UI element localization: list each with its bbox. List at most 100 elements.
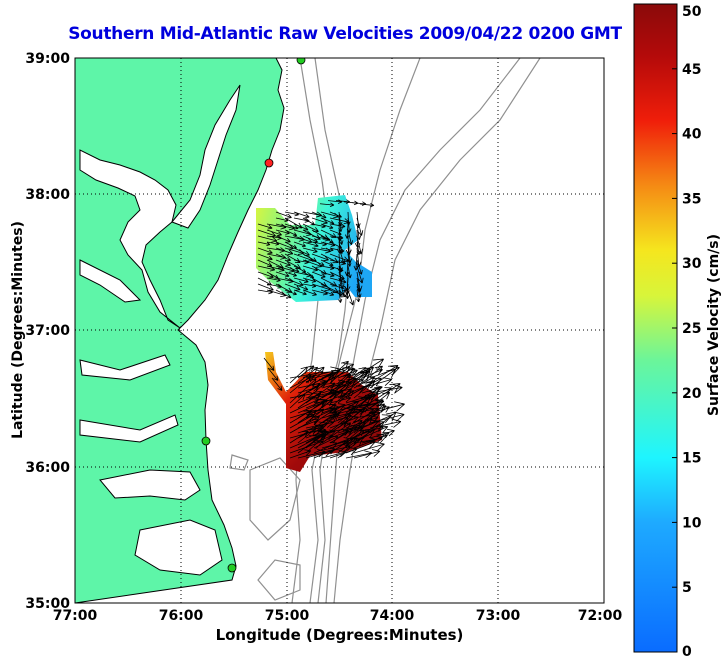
- colorbar-tick-label: 5: [682, 580, 692, 596]
- velocity-arrow: [289, 374, 316, 389]
- velocity-arrow: [302, 271, 315, 279]
- velocity-arrow: [305, 408, 325, 424]
- velocity-arrow: [284, 223, 299, 230]
- velocity-arrow: [289, 430, 309, 444]
- velocity-arrow: [267, 367, 279, 381]
- colorbar-tick-label: 25: [682, 321, 701, 337]
- radar-site-marker: [201, 436, 211, 446]
- velocity-arrow: [313, 399, 334, 414]
- velocity-arrow: [284, 253, 301, 263]
- velocity-arrow: [359, 202, 375, 208]
- velocity-arrow: [369, 428, 395, 439]
- velocity-arrow: [289, 410, 312, 424]
- velocity-arrow: [289, 366, 309, 384]
- x-tick-label: 72:00: [578, 608, 623, 624]
- velocity-arrow: [369, 368, 396, 389]
- y-tick-label: 35:00: [25, 596, 70, 612]
- x-axis: 77:00 76:00 75:00 74:00 73:00 72:00: [53, 608, 623, 624]
- velocity-arrow: [313, 448, 336, 459]
- velocity-arrow: [275, 259, 291, 267]
- river-3: [79, 414, 179, 443]
- velocity-arrow: [275, 271, 290, 278]
- velocity-arrow: [338, 289, 343, 303]
- x-tick-label: 74:00: [370, 608, 415, 624]
- colorbar: [633, 3, 678, 653]
- pamlico-sound: [134, 519, 223, 576]
- map-frame: [74, 57, 605, 604]
- velocity-arrow: [284, 283, 301, 291]
- velocity-arrow: [329, 429, 354, 444]
- velocity-arrow: [275, 235, 291, 243]
- colorbar-tick-label: 20: [682, 386, 702, 402]
- velocity-arrow: [289, 415, 320, 434]
- velocity-arrow: [347, 265, 352, 279]
- radar-site-marker: [227, 563, 237, 573]
- colorbar-tick-label: 30: [682, 256, 702, 272]
- velocity-arrow: [297, 390, 323, 409]
- colorbar-tick-label: 50: [682, 4, 702, 20]
- albemarle-sound: [99, 469, 201, 501]
- velocity-arrow: [289, 378, 317, 404]
- velocity-arrow: [293, 223, 309, 231]
- colorbar-tick-label: 0: [682, 644, 692, 659]
- velocity-arrow: [311, 217, 328, 225]
- velocity-arrow: [320, 223, 334, 230]
- velocity-arrow: [302, 277, 317, 283]
- velocity-arrow: [275, 211, 292, 219]
- velocity-arrow: [297, 383, 321, 399]
- velocity-arrow: [347, 229, 353, 245]
- velocity-arrow: [329, 223, 346, 229]
- velocity-arrow: [337, 400, 360, 414]
- grid-lines: [75, 58, 604, 603]
- colorbar-tick-label: 15: [682, 451, 701, 467]
- velocity-arrow: [293, 241, 306, 248]
- x-axis-label: Longitude (Degrees:Minutes): [215, 626, 464, 644]
- velocity-arrow: [289, 393, 306, 409]
- colorbar-tick-label: 35: [682, 191, 701, 207]
- map-title: Southern Mid-Atlantic Raw Velocities 200…: [68, 24, 622, 44]
- colorbar-tick-label: 40: [682, 127, 702, 143]
- y-axis: 35:00 36:00 37:00 38:00 39:00: [25, 51, 70, 612]
- velocity-arrow: [311, 259, 325, 266]
- radar-site-marker: [264, 158, 274, 168]
- velocity-arrow: [329, 277, 347, 284]
- y-axis-label: Latitude (Degrees:Minutes): [10, 221, 26, 439]
- velocity-arrow: [320, 289, 335, 296]
- x-tick-label: 75:00: [265, 608, 310, 624]
- velocity-arrow: [356, 217, 364, 236]
- velocity-arrow: [320, 259, 334, 267]
- velocity-arrow: [356, 265, 364, 284]
- velocity-arrow: [321, 403, 346, 414]
- velocity-arrow: [257, 247, 273, 255]
- velocity-arrow: [293, 277, 309, 284]
- y-tick-label: 37:00: [25, 323, 70, 339]
- velocity-arrow: [311, 253, 329, 262]
- north-velocity-arrows: [257, 199, 375, 306]
- velocity-arrow: [311, 271, 326, 278]
- velocity-arrow: [329, 259, 347, 266]
- velocity-arrow: [257, 223, 273, 230]
- velocity-arrow: [297, 424, 324, 439]
- y-tick-label: 38:00: [25, 187, 70, 203]
- river-1: [79, 259, 142, 303]
- velocity-arrow: [293, 211, 310, 219]
- velocity-arrow: [347, 289, 355, 306]
- velocity-arrow: [289, 375, 312, 394]
- y-tick-label: 39:00: [25, 51, 70, 67]
- velocity-arrow: [321, 422, 352, 444]
- velocity-arrow: [284, 229, 298, 237]
- y-tick-label: 36:00: [25, 460, 70, 476]
- river-2: [79, 354, 171, 381]
- velocity-arrow: [311, 211, 327, 219]
- colorbar-label: Surface Velocity (cm/s): [706, 233, 722, 417]
- velocity-arrow: [266, 229, 282, 237]
- velocity-arrow: [302, 289, 317, 296]
- colorbar-tick-label: 45: [682, 62, 701, 78]
- velocity-arrow: [284, 289, 297, 296]
- velocity-arrow: [353, 380, 376, 399]
- south-velocity-arrows: [263, 357, 405, 459]
- velocity-arrow: [275, 247, 294, 255]
- x-tick-label: 77:00: [53, 608, 98, 624]
- velocity-arrow: [329, 289, 347, 298]
- velocity-arrow: [329, 377, 357, 399]
